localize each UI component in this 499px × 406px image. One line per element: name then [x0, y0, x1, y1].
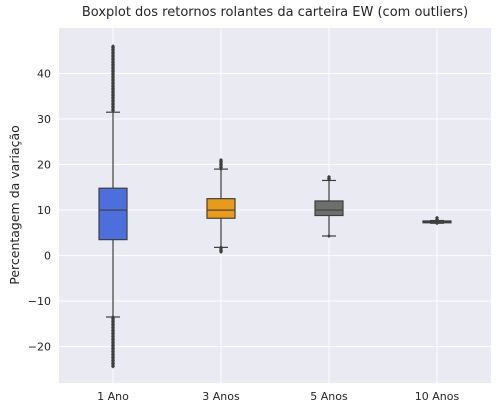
y-tick-label: 20	[37, 159, 51, 172]
y-axis-label: Percentagem da variação	[7, 125, 22, 285]
y-tick-label: 0	[44, 250, 51, 263]
box-iqr	[98, 187, 128, 241]
boxes-layer	[98, 44, 452, 369]
y-tick-label: 40	[37, 68, 51, 81]
y-tick-label: 10	[37, 204, 51, 217]
box-group	[314, 174, 344, 238]
y-tick-label: −20	[28, 341, 51, 354]
outlier-point	[111, 364, 115, 369]
box-iqr	[206, 198, 236, 219]
x-tick-label: 1 Ano	[97, 390, 129, 403]
box-group	[98, 44, 128, 369]
box-group	[206, 157, 236, 254]
chart-title: Boxplot dos retornos rolantes da carteir…	[82, 5, 468, 20]
y-tick-label: 30	[37, 113, 51, 126]
x-tick-label: 10 Anos	[415, 390, 460, 403]
x-tick-labels: 1 Ano 3 Anos 5 Anos 10 Anos	[97, 390, 459, 403]
x-tick-label: 5 Anos	[310, 390, 348, 403]
y-tick-label: −10	[28, 295, 51, 308]
y-tick-labels: −20 −10 0 10 20 30 40	[28, 68, 51, 354]
box-group	[422, 215, 452, 226]
box-iqr	[314, 200, 344, 217]
plot-background	[59, 28, 491, 383]
x-tick-label: 3 Anos	[202, 390, 240, 403]
outlier-point	[219, 249, 223, 254]
